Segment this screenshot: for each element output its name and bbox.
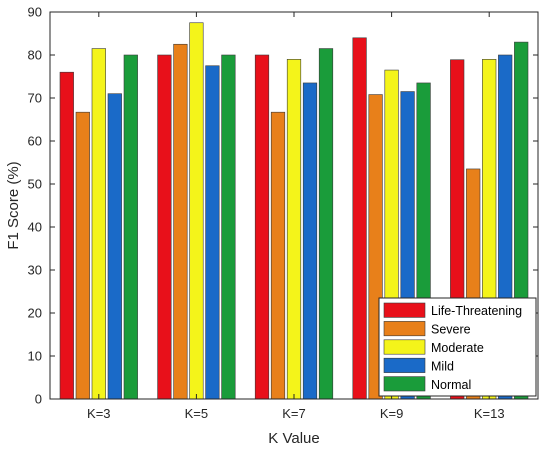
y-ticks: 0 10 20 30 40 50 60 70 80 90 [28,5,538,407]
bar-normal-k5 [221,54,236,400]
bar-mild-k7 [302,82,318,400]
legend-label: Severe [431,323,471,337]
y-tick-label: 30 [28,263,42,278]
y-tick-label: 70 [28,91,42,106]
y-tick-label: 60 [28,134,42,149]
x-tick-label: K=13 [474,406,505,421]
bar-severe-k3 [75,111,90,400]
bar-life-threatening-k7 [254,54,270,400]
y-tick-label: 40 [28,220,42,235]
bar-moderate-k7 [286,58,302,400]
legend-swatch [383,339,426,355]
legend-label: Normal [431,378,471,392]
legend-label: Mild [431,359,454,373]
bar-normal-k7 [318,48,334,400]
bar-life-threatening-k5 [157,54,172,400]
legend-swatch [383,302,426,318]
x-tick-label: K=5 [185,406,209,421]
bar-life-threatening-k3 [59,71,74,400]
y-tick-label: 80 [28,48,42,63]
bar-severe-k5 [173,43,188,400]
y-tick-label: 90 [28,5,42,20]
x-tick-label: K=3 [87,406,111,421]
x-tick-label: K=9 [380,406,404,421]
legend-swatch [383,321,426,337]
legend-swatch [383,357,426,373]
legend: Life-Threatening Severe Moderate Mild Normal [378,297,537,397]
bar-life-threatening-k9 [352,37,367,400]
bar-moderate-k5 [189,22,204,400]
y-axis-label: F1 Score (%) [5,161,22,249]
y-tick-label: 10 [28,349,42,364]
legend-swatch [383,376,426,392]
legend-label: Moderate [431,341,484,355]
legend-label: Life-Threatening [431,304,522,318]
bar-severe-k7 [270,111,286,400]
bar-moderate-k3 [91,48,106,400]
bar-mild-k5 [205,65,220,400]
bar-mild-k3 [107,93,122,400]
y-tick-label: 50 [28,177,42,192]
bar-normal-k3 [123,54,138,400]
x-tick-label: K=7 [282,406,306,421]
y-tick-label: 20 [28,306,42,321]
y-tick-label: 0 [35,392,42,407]
x-axis-label: K Value [268,430,319,447]
